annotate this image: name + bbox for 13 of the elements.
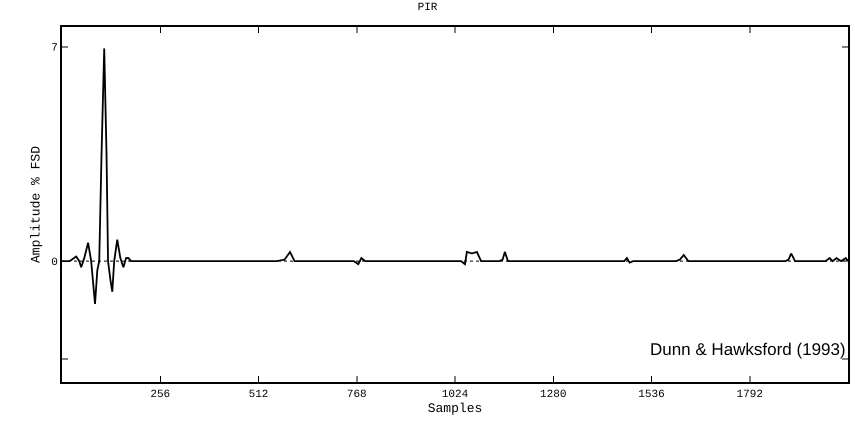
x-axis-title: Samples xyxy=(428,401,482,416)
annotation: Dunn & Hawksford (1993) xyxy=(650,340,846,359)
x-tick-label: 1792 xyxy=(736,389,763,402)
x-tick-label: 512 xyxy=(248,389,268,402)
y-tick-label: 0 xyxy=(51,256,58,269)
y-axis-title: Amplitude % FSD xyxy=(28,146,44,264)
chart-title: PIR xyxy=(418,2,438,14)
x-tick-label: 1024 xyxy=(442,389,469,402)
x-tick-label: 256 xyxy=(150,389,170,402)
x-tick-label: 1280 xyxy=(540,389,566,402)
x-tick-label: 768 xyxy=(346,389,367,402)
x-tick-label: 1536 xyxy=(638,389,665,402)
y-tick-label: 7 xyxy=(51,42,58,55)
